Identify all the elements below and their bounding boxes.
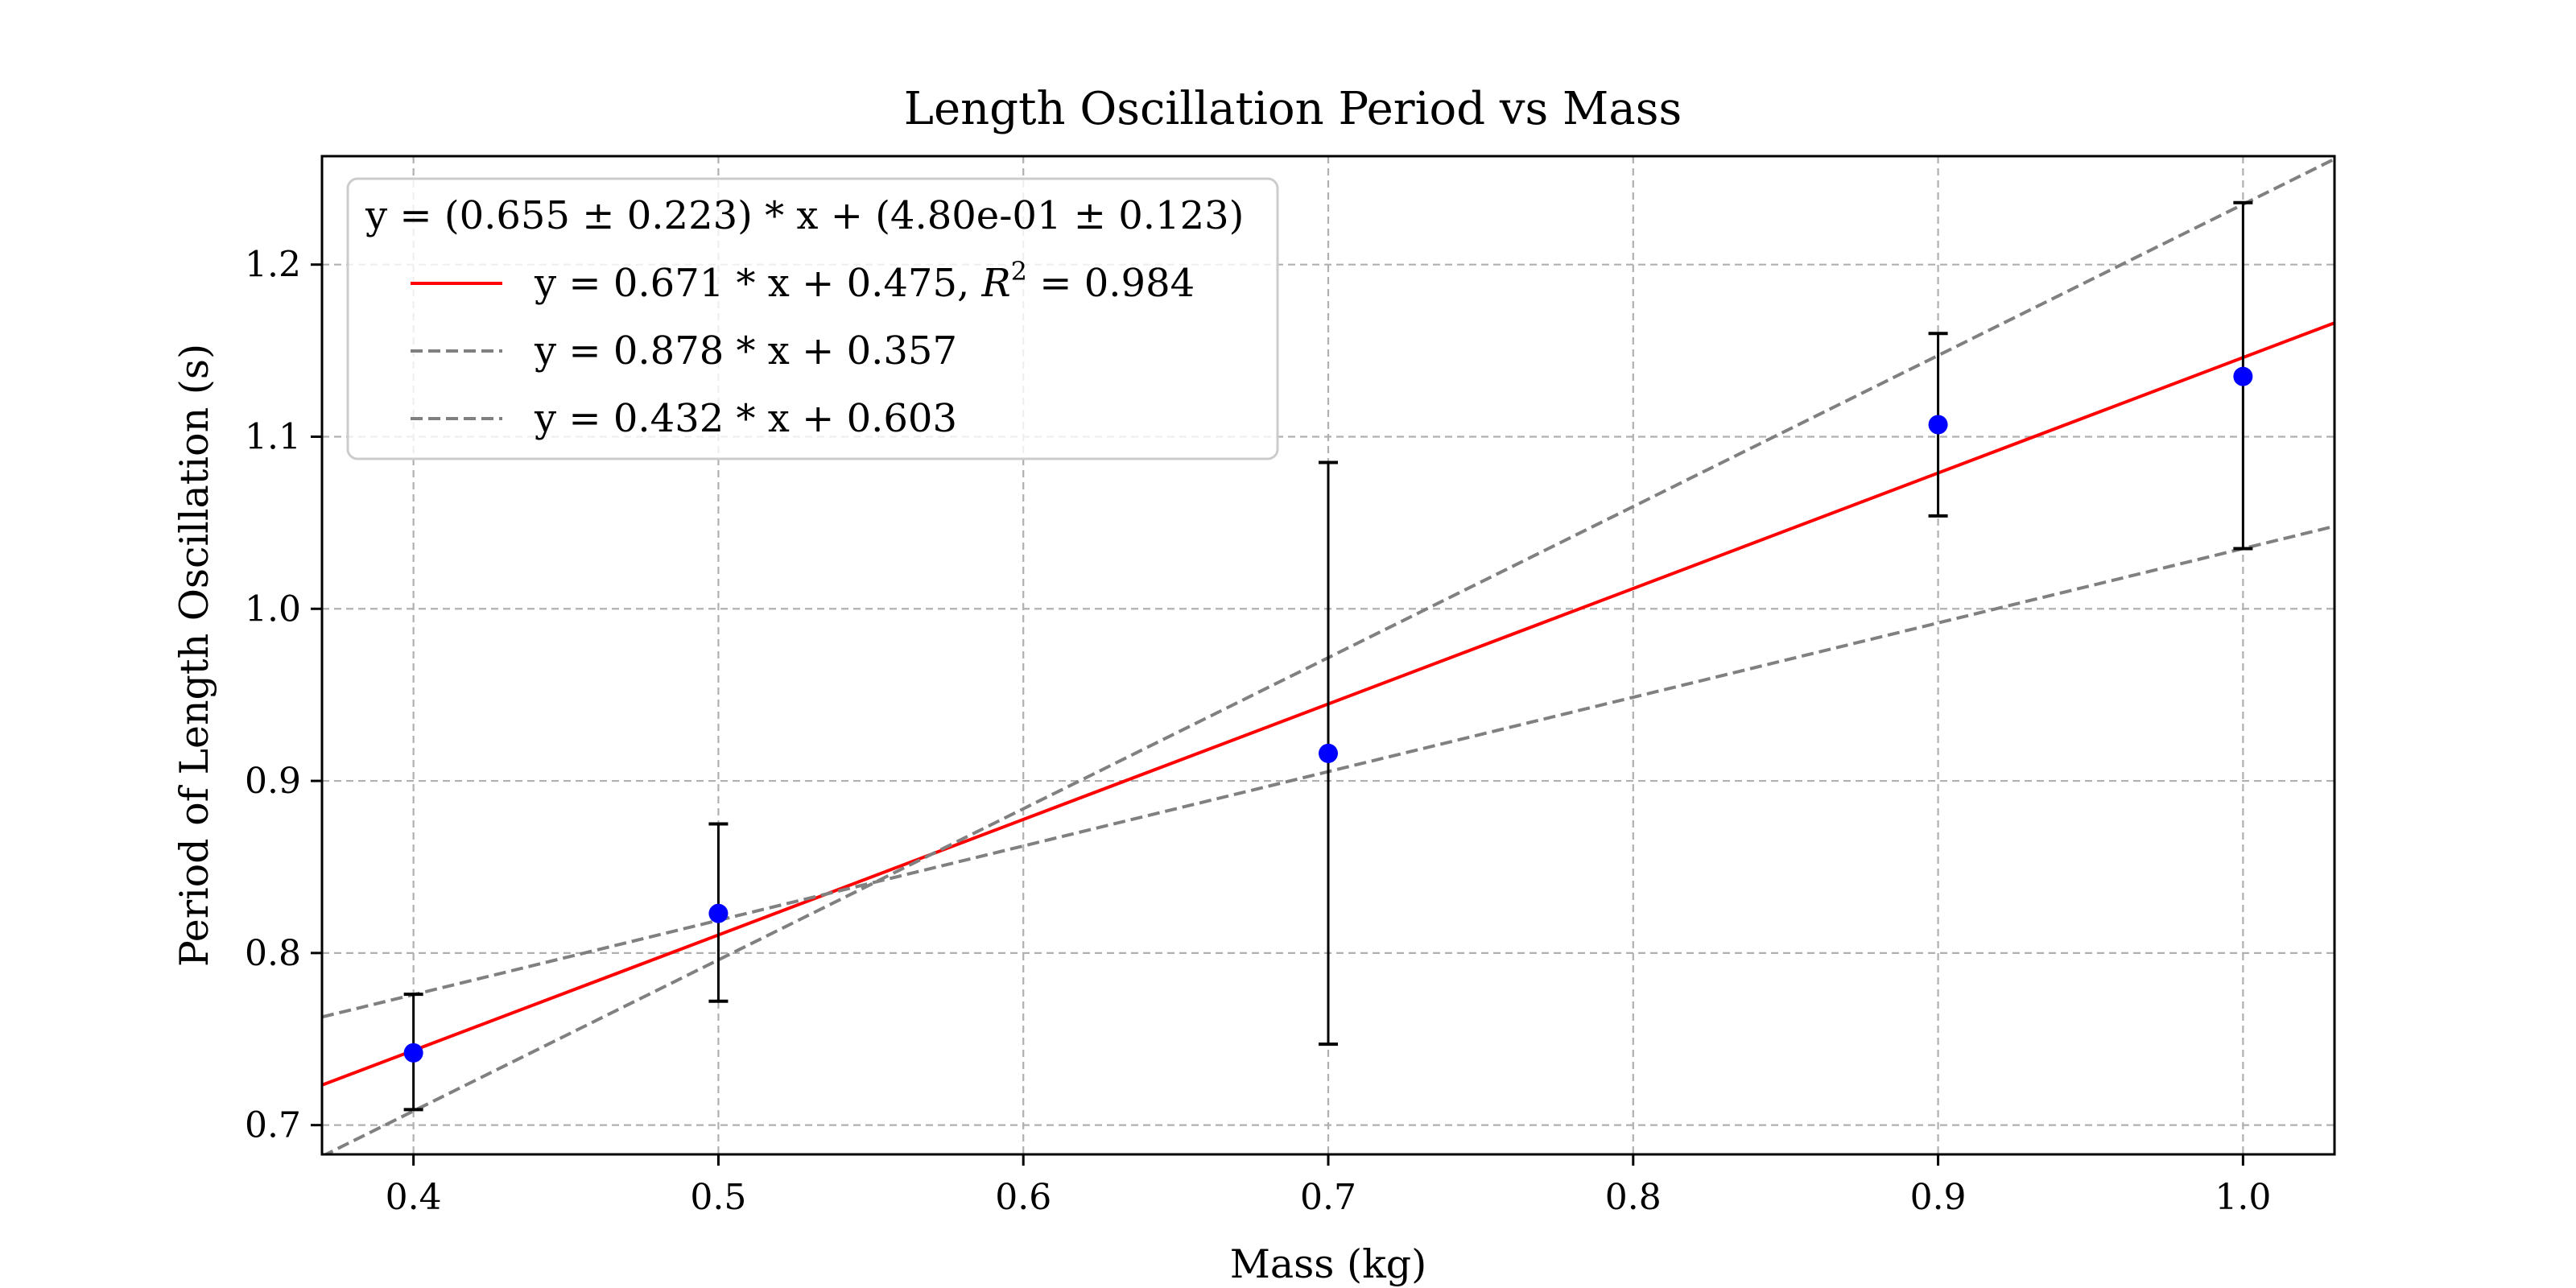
legend-entry: y = 0.432 * x + 0.603 xyxy=(534,396,957,441)
data-point xyxy=(1319,743,1338,763)
data-point xyxy=(1928,415,1948,435)
x-tick-label: 0.4 xyxy=(386,1177,442,1218)
data-point xyxy=(2233,366,2253,386)
x-tick-label: 0.5 xyxy=(690,1177,746,1218)
y-tick-label: 0.8 xyxy=(245,933,301,974)
legend: y = (0.655 ± 0.223) * x + (4.80e-01 ± 0.… xyxy=(346,177,1279,460)
legend-box xyxy=(346,177,1279,460)
x-tick-label: 0.7 xyxy=(1300,1177,1356,1218)
x-tick-label: 0.9 xyxy=(1910,1177,1967,1218)
legend-entry: y = 0.878 * x + 0.357 xyxy=(534,328,957,374)
data-point xyxy=(708,903,729,923)
x-axis-label: Mass (kg) xyxy=(1230,1241,1427,1287)
axis-ticks: 0.4 0.5 0.6 0.7 0.8 0.9 1.0 0.7 0.8 0.9 1.0 1.1 1.2 xyxy=(245,245,2271,1218)
x-tick-label: 0.6 xyxy=(995,1177,1051,1218)
y-tick-label: 0.7 xyxy=(245,1105,301,1146)
legend-header: y = (0.655 ± 0.223) * x + (4.80e-01 ± 0.… xyxy=(365,193,1244,238)
y-axis-label: Period of Length Oscillation (s) xyxy=(171,344,217,967)
x-tick-label: 0.8 xyxy=(1605,1177,1662,1218)
data-points xyxy=(403,366,2253,1063)
y-tick-label: 0.9 xyxy=(245,761,301,802)
data-point xyxy=(403,1042,423,1063)
y-tick-label: 1.1 xyxy=(245,416,301,457)
chart-title: Length Oscillation Period vs Mass xyxy=(904,83,1682,135)
y-tick-label: 1.0 xyxy=(245,588,301,630)
legend-entry: y = 0.671 * x + 0.475, R2 = 0.984 xyxy=(534,256,1195,306)
x-tick-label: 1.0 xyxy=(2215,1177,2271,1218)
y-tick-label: 1.2 xyxy=(245,245,301,286)
